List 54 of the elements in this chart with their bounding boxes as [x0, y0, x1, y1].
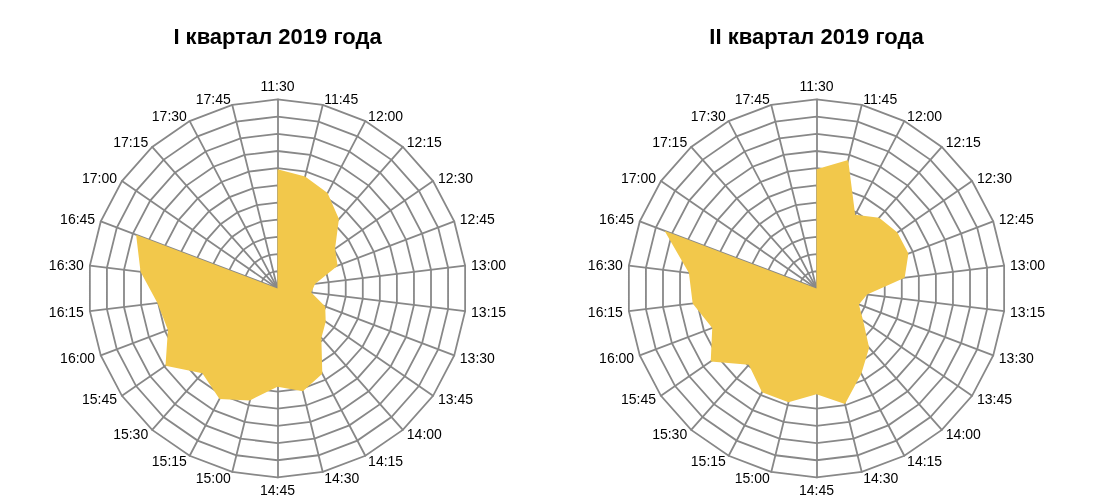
- spoke-label: 16:00: [60, 349, 96, 366]
- spoke-label: 14:30: [324, 469, 360, 486]
- spoke-label: 17:00: [620, 169, 657, 186]
- spoke-label: 17:15: [113, 134, 149, 151]
- spoke-label: 13:45: [437, 391, 474, 408]
- spoke-label: 11:30: [260, 78, 295, 95]
- spoke-label: 14:15: [368, 453, 404, 470]
- spoke-label: 17:45: [734, 91, 771, 108]
- spoke-label: 16:00: [599, 349, 635, 366]
- spoke-label: 16:15: [48, 303, 85, 320]
- spoke-label: 16:45: [599, 211, 635, 228]
- spoke-label: 14:45: [798, 482, 835, 499]
- spoke-label: 12:00: [907, 107, 943, 124]
- spoke-label: 14:30: [863, 469, 899, 486]
- spoke-label: 15:30: [652, 426, 688, 443]
- spoke-label: 12:15: [945, 134, 982, 151]
- spoke-label: 17:15: [652, 134, 688, 151]
- spoke-label: 17:00: [81, 169, 118, 186]
- spoke-label: 12:00: [368, 107, 404, 124]
- spoke-label: 13:15: [1010, 303, 1046, 320]
- spoke-label: 16:15: [587, 303, 624, 320]
- spoke-label: 16:30: [48, 256, 85, 273]
- spoke-label: 12:30: [976, 169, 1013, 186]
- spoke-label: 13:00: [471, 256, 507, 273]
- spoke-label: 12:15: [406, 134, 443, 151]
- spoke-label: 11:45: [324, 91, 359, 108]
- spoke-label: 17:30: [151, 107, 188, 124]
- spoke-label: 12:45: [998, 211, 1035, 228]
- spoke-label: 16:45: [60, 211, 96, 228]
- spoke-label: 15:00: [195, 469, 232, 486]
- spoke-label: 11:45: [863, 91, 898, 108]
- spoke-label: 12:45: [459, 211, 496, 228]
- spoke-label: 12:30: [437, 169, 474, 186]
- spoke-label: 14:45: [259, 482, 296, 499]
- spoke-label: 15:00: [734, 469, 771, 486]
- spoke-label: 13:15: [471, 303, 507, 320]
- spoke-label: 15:15: [151, 453, 188, 470]
- spoke-label: 16:30: [587, 256, 624, 273]
- spoke-label: 14:00: [406, 426, 443, 443]
- chart-title: I квартал 2019 года: [173, 23, 383, 49]
- chart-title: II квартал 2019 года: [709, 23, 925, 49]
- spoke-label: 13:45: [976, 391, 1013, 408]
- spoke-label: 17:30: [690, 107, 727, 124]
- spoke-label: 11:30: [799, 78, 834, 95]
- spoke-label: 15:15: [690, 453, 727, 470]
- spoke-label: 15:30: [113, 426, 149, 443]
- spoke-label: 17:45: [195, 91, 232, 108]
- spoke-label: 14:15: [907, 453, 943, 470]
- spoke-label: 15:45: [81, 391, 118, 408]
- spoke-label: 15:45: [620, 391, 657, 408]
- spoke-label: 13:30: [459, 349, 496, 366]
- spoke-label: 13:00: [1010, 256, 1046, 273]
- spoke-label: 13:30: [998, 349, 1035, 366]
- spoke-label: 14:00: [945, 426, 982, 443]
